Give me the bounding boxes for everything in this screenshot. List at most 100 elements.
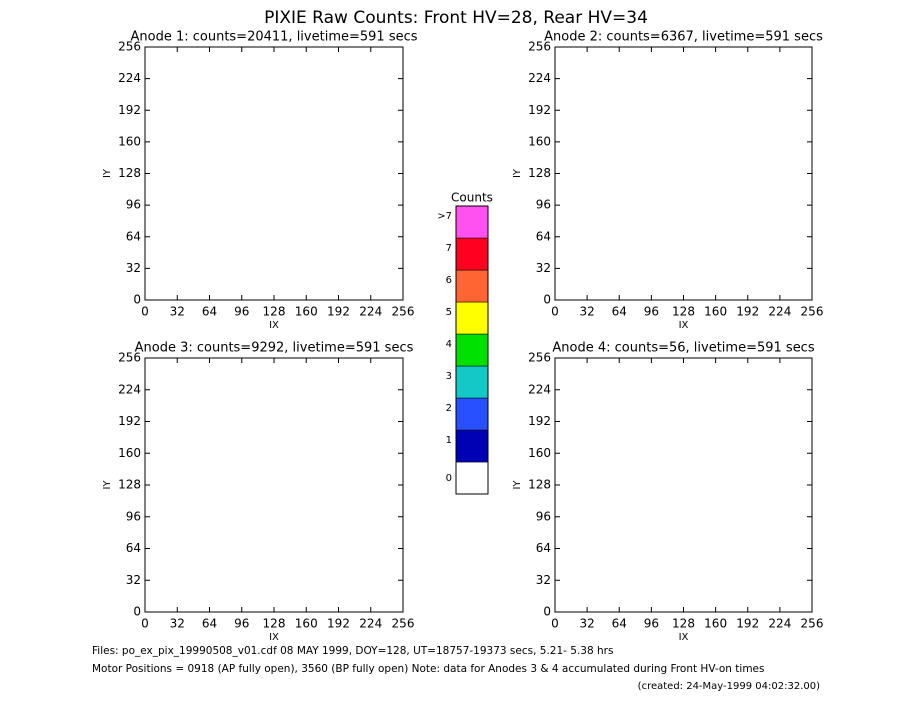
panel-title: Anode 2: counts=6367, livetime=591 secs [544, 30, 823, 45]
y-tick-label: 0 [133, 293, 141, 307]
plot-frame [554, 357, 813, 613]
x-tick-label: 256 [392, 617, 415, 631]
x-tick-label: 192 [327, 305, 350, 319]
y-tick-label: 160 [528, 134, 551, 148]
plot-frame [144, 357, 404, 613]
y-tick-label: 192 [528, 103, 551, 117]
created-note: (created: 24-May-1999 04:02:32.00) [638, 681, 820, 692]
y-tick-label: 64 [536, 541, 551, 555]
x-tick-label: 128 [263, 305, 286, 319]
plot-frame [144, 46, 404, 301]
colorbar-swatch [455, 237, 489, 271]
y-tick-label: 160 [118, 446, 141, 460]
x-tick-label: 160 [704, 305, 727, 319]
x-tick-label: 192 [736, 617, 759, 631]
colorbar-label: 2 [446, 403, 452, 414]
colorbar-title: Counts [451, 191, 493, 205]
x-axis-label: IX [269, 320, 279, 331]
colorbar-swatch [455, 461, 489, 495]
colorbar-label: 4 [446, 339, 452, 350]
x-tick-label: 0 [141, 617, 149, 631]
y-tick-label: 64 [536, 229, 551, 243]
x-tick-label: 32 [170, 617, 185, 631]
colorbar-label: 7 [446, 243, 452, 254]
colorbar-swatch [455, 429, 489, 463]
colorbar-swatch [455, 397, 489, 431]
colorbar-label: 6 [446, 275, 452, 286]
colorbar-swatch [455, 333, 489, 367]
x-tick-label: 160 [704, 617, 727, 631]
x-tick-label: 256 [801, 305, 824, 319]
x-tick-label: 224 [359, 305, 382, 319]
x-tick-label: 32 [579, 617, 594, 631]
x-tick-label: 160 [295, 617, 318, 631]
colorbar-label: 0 [446, 473, 452, 484]
colorbar-swatch [455, 205, 489, 239]
x-tick-label: 128 [263, 617, 286, 631]
colorbar-label: >7 [437, 211, 452, 222]
x-axis-label: IX [269, 632, 279, 643]
x-tick-label: 0 [551, 617, 559, 631]
y-tick-label: 96 [536, 198, 551, 212]
y-tick-label: 192 [118, 414, 141, 428]
x-tick-label: 224 [768, 617, 791, 631]
x-tick-label: 128 [672, 305, 695, 319]
x-tick-label: 224 [768, 305, 791, 319]
x-axis-label: IX [679, 632, 689, 643]
y-axis-label: IY [512, 168, 523, 178]
x-tick-label: 0 [551, 305, 559, 319]
x-tick-label: 224 [359, 617, 382, 631]
y-tick-label: 32 [126, 573, 141, 587]
y-tick-label: 256 [118, 40, 141, 54]
x-axis-label: IX [679, 320, 689, 331]
y-tick-label: 96 [126, 198, 141, 212]
x-tick-label: 96 [644, 305, 659, 319]
y-tick-label: 64 [126, 229, 141, 243]
y-tick-label: 128 [528, 166, 551, 180]
y-tick-label: 224 [528, 382, 551, 396]
y-tick-label: 0 [133, 605, 141, 619]
x-tick-label: 32 [579, 305, 594, 319]
x-tick-label: 192 [736, 305, 759, 319]
x-tick-label: 32 [170, 305, 185, 319]
x-tick-label: 192 [327, 617, 350, 631]
panel-title: Anode 1: counts=20411, livetime=591 secs [130, 30, 417, 45]
y-tick-label: 256 [528, 40, 551, 54]
x-tick-label: 64 [612, 617, 627, 631]
y-axis-label: IY [512, 480, 523, 490]
plot-frame [554, 46, 813, 301]
y-tick-label: 160 [528, 446, 551, 460]
x-tick-label: 160 [295, 305, 318, 319]
y-tick-label: 32 [126, 261, 141, 275]
y-tick-label: 256 [528, 351, 551, 365]
y-tick-label: 128 [118, 166, 141, 180]
panel-title: Anode 4: counts=56, livetime=591 secs [552, 341, 814, 356]
page-title: PIXIE Raw Counts: Front HV=28, Rear HV=3… [264, 8, 648, 28]
colorbar-label: 1 [446, 435, 452, 446]
y-tick-label: 224 [118, 382, 141, 396]
y-tick-label: 224 [528, 71, 551, 85]
y-tick-label: 256 [118, 351, 141, 365]
files-note: Files: po_ex_pix_19990508_v01.cdf 08 MAY… [92, 645, 613, 657]
y-tick-label: 96 [126, 509, 141, 523]
y-tick-label: 192 [118, 103, 141, 117]
y-tick-label: 128 [528, 478, 551, 492]
x-tick-label: 96 [234, 305, 249, 319]
x-tick-label: 64 [202, 617, 217, 631]
y-tick-label: 128 [118, 478, 141, 492]
x-tick-label: 0 [141, 305, 149, 319]
y-tick-label: 32 [536, 261, 551, 275]
y-tick-label: 224 [118, 71, 141, 85]
x-tick-label: 64 [202, 305, 217, 319]
colorbar-swatch [455, 301, 489, 335]
motor-note: Motor Positions = 0918 (AP fully open), … [92, 663, 765, 675]
y-tick-label: 192 [528, 414, 551, 428]
x-tick-label: 96 [234, 617, 249, 631]
y-tick-label: 0 [543, 605, 551, 619]
y-tick-label: 32 [536, 573, 551, 587]
y-tick-label: 0 [543, 293, 551, 307]
colorbar-label: 3 [446, 371, 452, 382]
y-axis-label: IY [102, 480, 113, 490]
colorbar-label: 5 [446, 307, 452, 318]
